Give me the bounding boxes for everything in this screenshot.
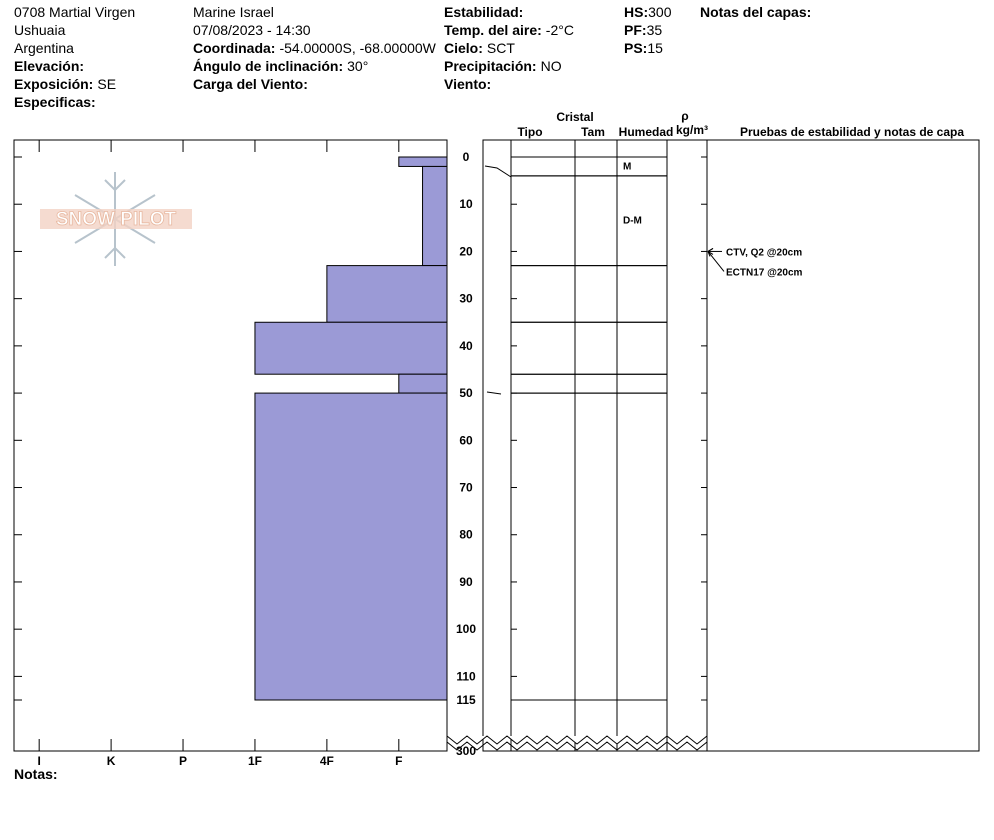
header-field: Notas del capas:	[700, 4, 811, 20]
header-field: Ángulo de inclinación: 30°	[193, 58, 368, 74]
header-field: Marine Israel	[193, 4, 274, 20]
y-tick-label: 300	[456, 744, 476, 758]
header-field: Estabilidad:	[444, 4, 523, 20]
test-label: ECTN17 @20cm	[726, 267, 803, 278]
field-value: -54.00000S, -68.00000W	[279, 40, 436, 56]
field-label: Especificas:	[14, 94, 96, 110]
y-tick-label: 20	[459, 244, 473, 258]
x-tick-label: K	[107, 754, 116, 768]
field-value: Ushuaia	[14, 22, 66, 38]
header-field: PS:15	[624, 40, 663, 56]
y-tick-label: 40	[459, 339, 473, 353]
field-value: Argentina	[14, 40, 74, 56]
header-field: HS:300	[624, 4, 672, 20]
y-tick-label: 110	[456, 669, 476, 683]
x-tick-label: 1F	[248, 754, 262, 768]
field-label: HS:	[624, 4, 648, 20]
field-label: Precipitación:	[444, 58, 537, 74]
y-tick-label: 70	[459, 481, 473, 495]
hardness-bar	[254, 321, 448, 375]
field-value: 0708 Martial Virgen	[14, 4, 135, 20]
header-field: Precipitación: NO	[444, 58, 562, 74]
header-field: Elevación:	[14, 58, 84, 74]
field-label: Notas del capas:	[700, 4, 811, 20]
column-header: Tam	[581, 125, 605, 139]
column-header: ρ	[681, 109, 688, 123]
hardness-bar	[254, 392, 448, 701]
field-value: 07/08/2023 - 14:30	[193, 22, 311, 38]
tests-frame	[706, 139, 980, 752]
y-tick-label: 80	[459, 528, 473, 542]
field-label: Carga del Viento:	[193, 76, 308, 92]
header-field: Carga del Viento:	[193, 76, 308, 92]
y-tick-label: 115	[456, 693, 476, 707]
header-field: Exposición: SE	[14, 76, 116, 92]
field-value: SE	[97, 76, 116, 92]
header-field: Cielo: SCT	[444, 40, 515, 56]
field-value: NO	[541, 58, 562, 74]
field-label: Cielo:	[444, 40, 483, 56]
x-tick-label: F	[395, 754, 402, 768]
column-header: Pruebas de estabilidad y notas de capa	[740, 125, 964, 139]
header-field: Coordinada: -54.00000S, -68.00000W	[193, 40, 437, 56]
field-label: Exposición:	[14, 76, 93, 92]
column-header: Cristal	[556, 110, 593, 124]
field-value: 30°	[347, 58, 368, 74]
column-header: Humedad	[619, 125, 674, 139]
footer-notes: Notas:	[14, 766, 58, 782]
y-tick-label: 10	[459, 197, 473, 211]
header-field: 07/08/2023 - 14:30	[193, 22, 311, 38]
test-arrow	[707, 251, 725, 272]
humidity-label: M	[623, 161, 631, 172]
axis-break	[446, 741, 708, 751]
header-field: Ushuaia	[14, 22, 66, 38]
field-label: Coordinada:	[193, 40, 275, 56]
field-label: Elevación:	[14, 58, 84, 74]
y-tick-label: 60	[459, 433, 473, 447]
field-label: PF:	[624, 22, 647, 38]
header-field: Temp. del aire: -2°C	[444, 22, 574, 38]
field-value: 35	[647, 22, 663, 38]
field-value: SCT	[487, 40, 515, 56]
field-label: Temp. del aire:	[444, 22, 542, 38]
field-label: Ángulo de inclinación:	[193, 58, 343, 74]
y-tick-label: 50	[459, 386, 473, 400]
header-field: Argentina	[14, 40, 74, 56]
x-tick-label: P	[179, 754, 187, 768]
column-header: kg/m³	[676, 123, 708, 137]
y-tick-label: 100	[456, 622, 476, 636]
field-label: Estabilidad:	[444, 4, 523, 20]
header-field: Viento:	[444, 76, 491, 92]
x-tick-label: I	[38, 754, 41, 768]
hardness-bar	[422, 165, 448, 267]
field-value: -2°C	[546, 22, 574, 38]
field-label: PS:	[624, 40, 647, 56]
test-label: CTV, Q2 @20cm	[726, 247, 802, 258]
header-field: 0708 Martial Virgen	[14, 4, 135, 20]
axis-break	[446, 735, 708, 745]
y-tick-label: 0	[463, 150, 470, 164]
humidity-label: D-M	[623, 216, 642, 227]
x-tick-label: 4F	[320, 754, 334, 768]
field-value: 15	[647, 40, 663, 56]
logo-band	[40, 209, 192, 229]
hardness-bar	[398, 373, 448, 394]
logo-text: SNOW PILOT	[56, 209, 177, 230]
y-tick-label: 90	[459, 575, 473, 589]
column-header: Tipo	[517, 125, 542, 139]
header-field: Especificas:	[14, 94, 96, 110]
crystal-frame	[482, 139, 708, 752]
test-arrowhead	[707, 248, 714, 257]
temperature-trace	[484, 165, 512, 395]
field-value: 300	[648, 4, 672, 20]
hardness-bar	[326, 265, 448, 323]
field-value: Marine Israel	[193, 4, 274, 20]
field-label: Viento:	[444, 76, 491, 92]
hardness-bar	[398, 156, 448, 167]
header-field: PF:35	[624, 22, 662, 38]
y-tick-label: 30	[459, 292, 473, 306]
